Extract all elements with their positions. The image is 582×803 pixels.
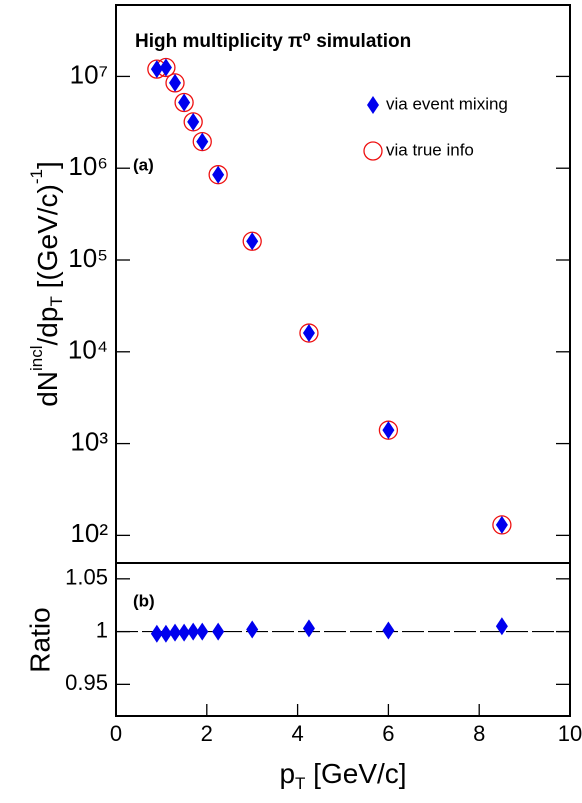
data-point xyxy=(495,515,508,534)
data-point xyxy=(169,623,182,642)
data-point xyxy=(246,232,259,251)
y-axis-label: dNincl/dpT [(GeV/c)-1] xyxy=(27,161,66,407)
data-point xyxy=(178,93,191,112)
y-label-part: [(GeV/c) xyxy=(32,184,63,296)
panel-label: (b) xyxy=(133,591,155,610)
legend-label: via event mixing xyxy=(386,94,508,113)
y-label-part: /dp xyxy=(32,307,63,346)
data-point xyxy=(382,421,395,440)
x-tick-label: 8 xyxy=(473,721,485,746)
y-axis-label: Ratio xyxy=(24,607,55,672)
data-point xyxy=(302,619,315,638)
y-tick-label: 10⁴ xyxy=(68,335,108,365)
y-label-part: ] xyxy=(32,161,63,169)
data-point xyxy=(187,622,200,641)
legend-marker xyxy=(363,141,383,161)
y-tick-label: 10³ xyxy=(70,426,108,456)
y-tick-label: 10⁶ xyxy=(68,151,108,181)
x-tick-label: 4 xyxy=(291,721,303,746)
legend-label: via true info xyxy=(386,140,474,159)
data-point xyxy=(187,112,200,131)
y-tick-label: 0.95 xyxy=(65,670,108,695)
x-label-part: p xyxy=(279,758,295,789)
data-point xyxy=(382,621,395,640)
data-point xyxy=(302,324,315,343)
data-point xyxy=(212,622,225,641)
y-label-part: incl xyxy=(27,345,46,371)
y-tick-label: 10⁵ xyxy=(68,243,108,273)
data-point xyxy=(169,73,182,92)
data-point xyxy=(150,624,163,643)
x-axis-label: pT [GeV/c] xyxy=(279,758,406,793)
x-label-part: T xyxy=(295,774,305,793)
legend-marker xyxy=(367,96,379,114)
y-label-part: T xyxy=(47,296,66,306)
y-tick-label: 10⁷ xyxy=(70,59,108,89)
x-tick-label: 10 xyxy=(558,721,582,746)
plot-frame xyxy=(115,562,571,717)
data-point xyxy=(178,623,191,642)
x-label-part: [GeV/c] xyxy=(305,758,406,789)
data-point xyxy=(212,165,225,184)
x-tick-label: 0 xyxy=(110,721,122,746)
y-label-part: -1 xyxy=(27,169,46,184)
data-point xyxy=(196,622,209,641)
x-tick-label: 6 xyxy=(382,721,394,746)
data-point xyxy=(246,620,259,639)
data-point xyxy=(150,60,163,79)
data-point xyxy=(495,617,508,636)
chart-title: High multiplicity π⁰ simulation xyxy=(135,31,411,52)
data-point xyxy=(159,58,172,77)
panel-label: (a) xyxy=(133,155,154,174)
data-point xyxy=(196,132,209,151)
y-label-part: dN xyxy=(32,371,63,407)
y-tick-label: 10² xyxy=(70,518,108,548)
y-tick-label: 1.05 xyxy=(65,565,108,590)
data-point xyxy=(159,624,172,643)
x-tick-label: 2 xyxy=(201,721,213,746)
plot-frame xyxy=(115,4,571,564)
y-tick-label: 1 xyxy=(96,617,108,642)
